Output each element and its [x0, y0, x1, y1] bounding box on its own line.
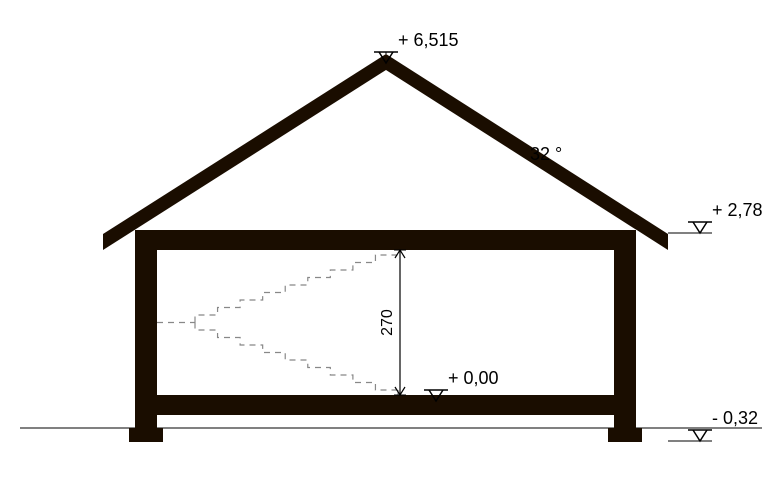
- section-drawing: + 6,515 + 2,78 + 0,00 - 0,32 32 ° 270: [0, 0, 780, 503]
- level-floor: + 0,00: [448, 368, 499, 388]
- interior-height-value: 270: [379, 309, 396, 336]
- level-eave: + 2,78: [668, 200, 763, 233]
- interior-height-dim: 270: [379, 250, 406, 395]
- ceiling-slab: [135, 230, 636, 250]
- level-ground: - 0,32: [668, 408, 762, 441]
- roof-left: [103, 54, 386, 250]
- level-label-ridge: + 6,515: [398, 30, 459, 50]
- level-ridge: + 6,515: [398, 30, 459, 50]
- floor-slab: [135, 395, 636, 415]
- level-label-floor: + 0,00: [448, 368, 499, 388]
- footing-right: [608, 428, 642, 442]
- roof-angle-label: 32 °: [530, 144, 562, 164]
- level-mark: [688, 430, 712, 441]
- level-label-eave: + 2,78: [712, 200, 763, 220]
- stairs: [157, 255, 398, 395]
- level-mark: [688, 222, 712, 233]
- footing-left: [129, 428, 163, 442]
- level-label-ground: - 0,32: [712, 408, 758, 428]
- roof-right: [386, 54, 668, 250]
